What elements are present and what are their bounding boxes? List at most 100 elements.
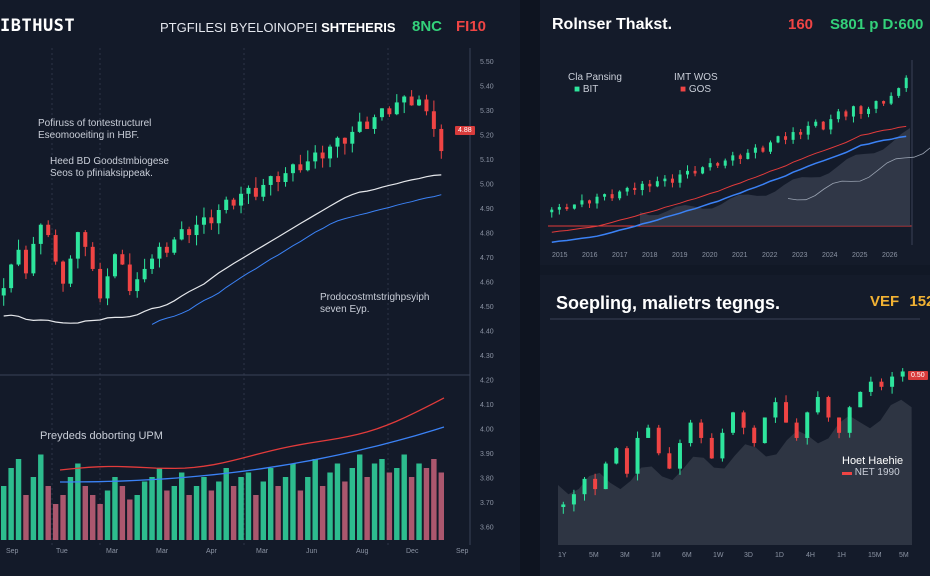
- candle-body: [276, 176, 281, 182]
- candle-body: [580, 200, 584, 205]
- candle-body: [150, 258, 155, 269]
- x-axis-tick-label: Aug: [356, 548, 369, 555]
- x-axis-tick-label: 2020: [702, 252, 718, 259]
- candle-body: [603, 463, 608, 490]
- candle-body: [105, 276, 110, 299]
- x-axis-tick-label: 2024: [822, 252, 838, 259]
- x-axis-tick-label: 15M: [868, 552, 882, 559]
- y-axis-tick-label: 3.70: [480, 500, 494, 507]
- x-axis-tick-label: 1W: [713, 552, 724, 559]
- left-note-2-line-2: Seos to pfiniaksippeak.: [50, 168, 153, 179]
- right-top-legend-1-sub-text: BIT: [582, 84, 599, 95]
- right-bottom-note-sub: ▬ NET 1990: [842, 467, 900, 478]
- candle-body: [424, 99, 429, 112]
- volume-bar: [112, 477, 118, 540]
- candle-body: [867, 108, 871, 114]
- volume-bar: [82, 486, 88, 540]
- right-bottom-note-title: Hoet Haehie: [842, 455, 904, 467]
- candle-body: [889, 95, 893, 104]
- candle-body: [904, 77, 908, 89]
- candle-body: [708, 163, 712, 168]
- candle-body: [582, 478, 587, 495]
- volume-bar: [268, 468, 274, 540]
- candle-body: [610, 194, 614, 199]
- volume-bar: [186, 495, 192, 540]
- volume-bar: [282, 477, 289, 540]
- x-axis-tick-label: 2016: [582, 252, 598, 259]
- volume-bar: [349, 468, 355, 540]
- candle-body: [283, 173, 288, 182]
- volume-bar: [193, 486, 200, 540]
- candle-body: [231, 199, 236, 206]
- candle-body: [557, 207, 561, 210]
- x-axis-tick-label: 4H: [806, 552, 815, 559]
- area-fill: [640, 128, 910, 226]
- candle-body: [135, 279, 140, 292]
- right-bottom-tag-label: VEF: [870, 293, 900, 310]
- x-axis-tick-label: Dec: [406, 548, 419, 555]
- volume-bar: [379, 459, 385, 540]
- left-green-tag: 8NC: [412, 18, 443, 35]
- left-note-1-line-1: Pofiruss of tontestructurel: [38, 118, 152, 129]
- candle-body: [753, 147, 757, 153]
- candle-body: [678, 174, 682, 183]
- candle-body: [268, 176, 273, 185]
- candle-body: [738, 155, 742, 159]
- volume-bar: [238, 477, 244, 540]
- y-axis-tick-label: 4.50: [480, 304, 494, 311]
- candle-body: [571, 494, 576, 505]
- candle-body: [550, 209, 554, 213]
- candle-body: [677, 443, 682, 469]
- volume-bar: [334, 463, 341, 540]
- right-top-chart-panel: 2015 2016 2017 2018 2019 2020 2021 2022 2023 2024…: [540, 0, 930, 265]
- candle-body: [897, 88, 901, 96]
- y-axis-tick-label: 4.60: [480, 280, 494, 287]
- candle-body: [731, 155, 735, 161]
- candle-body: [826, 397, 831, 418]
- y-axis-tick-label: 5.40: [480, 84, 494, 91]
- candle-body: [752, 427, 757, 444]
- volume-bar: [156, 468, 163, 540]
- x-axis-tick-label: Sep: [6, 548, 19, 555]
- volume-bar: [90, 495, 96, 540]
- x-axis-tick-label: 3M: [620, 552, 630, 559]
- candle-body: [686, 170, 690, 175]
- volume-bar: [275, 486, 281, 540]
- left-subtitle-bold: SHTEHERIS: [321, 20, 396, 35]
- candle-body: [216, 210, 221, 224]
- candle-body: [640, 183, 644, 190]
- candle-body: [335, 137, 340, 147]
- y-axis-tick-label: 3.60: [480, 525, 494, 532]
- candle-body: [595, 196, 599, 204]
- moving-average-grey: [787, 147, 930, 201]
- candle-body: [805, 412, 810, 438]
- left-price-label: 4.88: [455, 126, 475, 135]
- candle-body: [851, 106, 855, 117]
- candle-body: [761, 147, 765, 152]
- volume-bar: [15, 459, 22, 540]
- volume-line-blue: [60, 426, 445, 483]
- candle-body: [701, 167, 705, 174]
- candle-body: [762, 417, 767, 444]
- panel-gap: [520, 0, 540, 576]
- volume-bar: [245, 472, 252, 540]
- volume-bar: [319, 486, 326, 540]
- x-axis-tick-label: Mar: [156, 548, 169, 555]
- volume-bar: [416, 463, 422, 540]
- volume-bar: [141, 481, 148, 540]
- x-axis-tick-label: 2017: [612, 252, 628, 259]
- volume-bar: [260, 481, 266, 540]
- y-axis-tick-label: 5.50: [480, 59, 494, 66]
- candle-body: [320, 152, 325, 159]
- candle-body: [593, 478, 598, 490]
- candle-body: [261, 184, 266, 197]
- candle-body: [572, 204, 576, 209]
- volume-bar: [45, 486, 51, 540]
- right-top-legend-2: IMT WOS ■ GOS: [674, 72, 718, 96]
- candle-body: [663, 178, 667, 182]
- left-chart-panel: 5.50 5.40 5.30 5.20 5.10 5.00 4.90 4.80 4.70 4.60…: [0, 16, 494, 555]
- right-top-legend-2-sub: ■ GOS: [680, 84, 712, 95]
- candle-body: [75, 232, 80, 259]
- candle-body: [731, 412, 735, 433]
- candle-body: [844, 111, 848, 117]
